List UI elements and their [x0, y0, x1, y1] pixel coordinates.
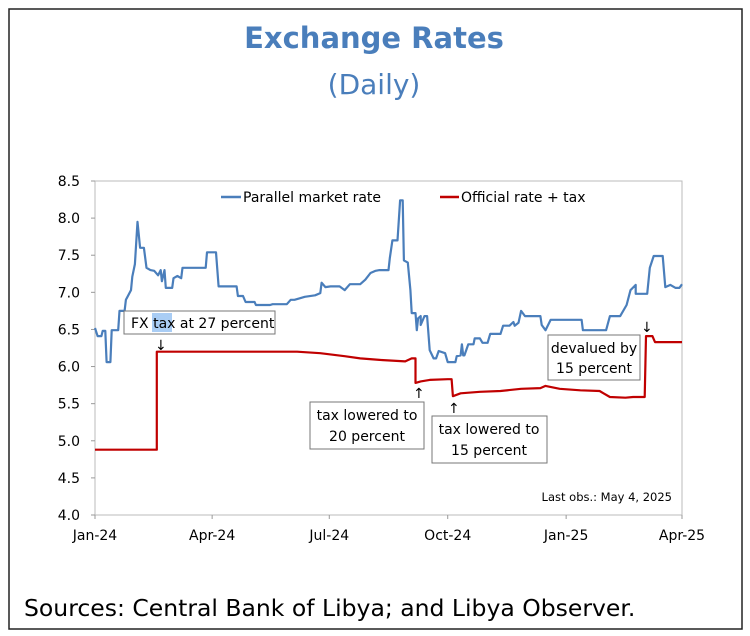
annotation-15-percent: tax lowered to 15 percent ↑ — [431, 401, 548, 464]
x-tick-label: Oct-24 — [424, 528, 471, 544]
arrow-up-icon: ↑ — [448, 401, 460, 417]
x-tick-label: Apr-25 — [659, 528, 705, 544]
last-observation-note: Last obs.: May 4, 2025 — [542, 490, 672, 504]
annotation-fx-tax: FX tax at 27 percent ↓ — [123, 310, 276, 354]
y-tick-label: 6.5 — [58, 322, 80, 338]
legend-label-official: Official rate + tax — [461, 190, 585, 206]
x-tick-label: Jan-24 — [72, 528, 118, 544]
x-tick-label: Jan-25 — [543, 528, 588, 544]
y-tick-label: 8.5 — [58, 174, 80, 190]
annotation-text: tax lowered to — [317, 408, 418, 424]
y-tick-label: 7.0 — [58, 285, 80, 301]
series-line-parallel-rate — [93, 199, 683, 364]
y-tick-label: 8.0 — [58, 211, 80, 227]
legend-label-parallel: Parallel market rate — [243, 190, 381, 206]
annotation-devalued: devalued by 15 percent ↓ — [547, 320, 653, 381]
arrow-down-icon: ↓ — [641, 320, 653, 336]
annotation-text: 15 percent — [556, 361, 632, 377]
x-tick-label: Jul-24 — [308, 528, 349, 544]
y-tick-label: 4.0 — [58, 508, 80, 524]
arrow-up-icon: ↑ — [413, 386, 425, 402]
annotation-text: tax lowered to — [439, 422, 540, 438]
annotation-text: FX tax at 27 percent — [131, 316, 275, 332]
y-tick-label: 7.5 — [58, 248, 80, 264]
y-tick-label: 5.0 — [58, 434, 80, 450]
annotation-text: 15 percent — [451, 443, 527, 459]
plot-area — [94, 180, 683, 516]
y-tick-label: 4.5 — [58, 471, 80, 487]
annotation-text: devalued by — [551, 341, 637, 357]
arrow-down-icon: ↓ — [155, 338, 167, 354]
annotation-text: 20 percent — [329, 429, 405, 445]
sources-note: Sources: Central Bank of Libya; and Liby… — [24, 594, 635, 622]
annotation-20-percent: tax lowered to 20 percent ↑ — [309, 386, 425, 450]
y-tick-label: 6.0 — [58, 360, 80, 376]
series-line-official-rate — [95, 335, 682, 451]
x-tick-label: Apr-24 — [189, 528, 235, 544]
y-tick-label: 5.5 — [58, 397, 80, 413]
chart-title: Exchange Rates — [244, 21, 504, 55]
chart-subtitle: (Daily) — [328, 68, 421, 101]
